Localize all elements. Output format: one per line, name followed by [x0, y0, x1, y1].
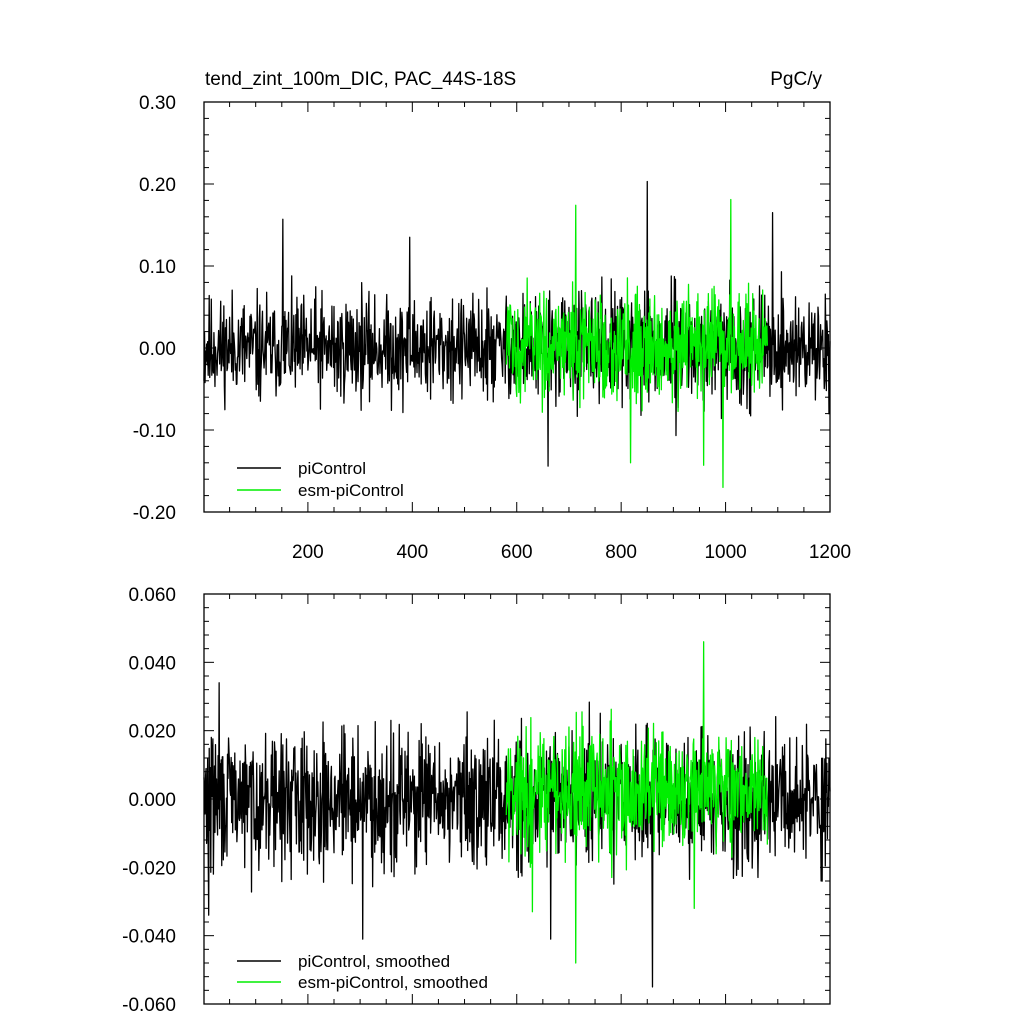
x-tick-label: 800: [605, 542, 637, 563]
y-tick-label: -0.20: [133, 503, 176, 524]
x-tick-label: 1200: [809, 542, 851, 563]
top-panel-frame: [203, 101, 831, 513]
y-tick-label: 0.040: [128, 653, 176, 674]
top-panel: tend_zint_100m_DIC, PAC_44S-18S PgC/y -0…: [133, 69, 851, 563]
x-tick-label: 1000: [704, 542, 746, 563]
top-panel-legend: piControl esm-piControl: [237, 459, 404, 500]
y-tick-label: -0.040: [122, 927, 176, 948]
bottom-panel-legend: piControl, smoothed esm-piControl, smoot…: [237, 952, 488, 992]
y-tick-label: 0.000: [128, 790, 176, 811]
top-panel-units: PgC/y: [770, 69, 822, 90]
y-tick-label: 0.00: [139, 339, 176, 360]
top-panel-title: tend_zint_100m_DIC, PAC_44S-18S: [205, 69, 516, 90]
y-tick-label: 0.20: [139, 175, 176, 196]
x-tick-label: 400: [396, 542, 428, 563]
legend-label-esm-picontrol-smoothed: esm-piControl, smoothed: [298, 973, 488, 992]
y-tick-label: 0.060: [128, 585, 176, 606]
legend-label-esm-picontrol: esm-piControl: [298, 481, 404, 500]
x-tick-label: 600: [501, 542, 533, 563]
top-panel-series: [203, 180, 831, 489]
legend-label-picontrol: piControl: [298, 459, 366, 478]
bottom-panel-ticks: -0.060 -0.040 -0.020 0.000 0.020 0.040 0.060: [122, 585, 831, 1016]
top-panel-ticks: -0.20 -0.10 0.00 0.10 0.20 0.30 200 400 600 800 10…: [133, 93, 851, 563]
y-tick-label: 0.30: [139, 93, 176, 114]
legend-label-picontrol-smoothed: piControl, smoothed: [298, 952, 450, 971]
series-line-esm-picontrol-smoothed: [505, 641, 768, 964]
y-tick-label: 0.10: [139, 257, 176, 278]
y-tick-label: -0.020: [122, 858, 176, 879]
bottom-panel: -0.060 -0.040 -0.020 0.000 0.020 0.040 0.060 p…: [122, 585, 831, 1016]
y-tick-label: 0.020: [128, 722, 176, 743]
y-tick-label: -0.10: [133, 421, 176, 442]
y-tick-label: -0.060: [122, 995, 176, 1016]
x-tick-label: 200: [292, 542, 324, 563]
bottom-panel-series: [203, 641, 831, 988]
series-line-esm-picontrol: [505, 198, 768, 489]
